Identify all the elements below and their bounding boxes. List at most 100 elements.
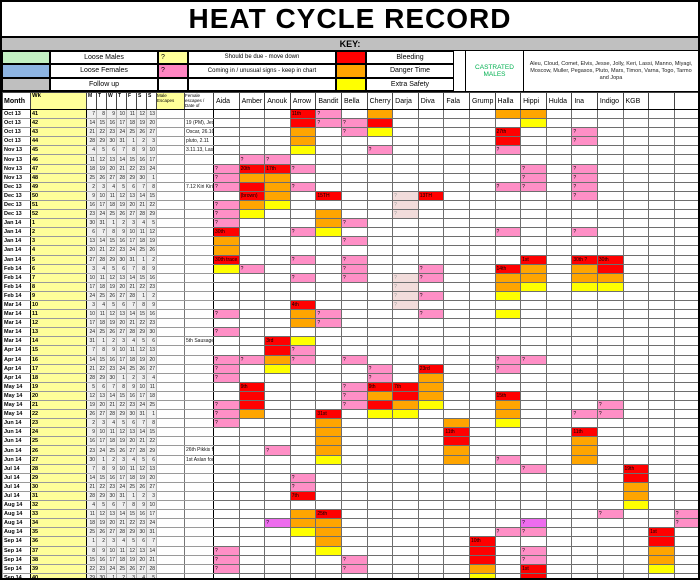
heat-cell-diva-wk9[interactable]: ? xyxy=(417,290,445,301)
day-cell[interactable]: 23 xyxy=(136,163,147,174)
heat-cell-ina-wk3[interactable] xyxy=(571,236,598,247)
day-cell[interactable]: 19 xyxy=(86,399,97,411)
heat-cell-darja-wk33[interactable] xyxy=(392,509,419,520)
week-cell[interactable]: 16 xyxy=(30,354,87,365)
day-cell[interactable]: 7 xyxy=(136,181,147,192)
male-escapes-cell[interactable] xyxy=(156,245,185,256)
heat-cell-aida-wk11[interactable]: ? xyxy=(213,309,240,320)
week-cell[interactable]: 31 xyxy=(30,490,87,502)
heat-cell-halla-wk13[interactable] xyxy=(494,327,522,338)
male-escapes-cell[interactable] xyxy=(156,290,185,301)
heat-cell-hulda-wk8[interactable] xyxy=(545,281,573,292)
day-cell[interactable]: 1 xyxy=(126,490,137,502)
day-cell[interactable]: 13 xyxy=(116,272,127,283)
heat-cell-blank-wk5[interactable] xyxy=(648,254,675,265)
heat-cell-aida-wk19[interactable] xyxy=(213,381,240,392)
week-cell[interactable]: 10 xyxy=(30,299,87,311)
day-cell[interactable]: 7 xyxy=(136,418,147,429)
heat-cell-cherry-wk42[interactable] xyxy=(366,118,394,129)
female-escapes-cell[interactable] xyxy=(184,418,214,429)
male-escapes-cell[interactable] xyxy=(156,281,185,292)
day-cell[interactable]: 7 xyxy=(86,108,97,120)
day-cell[interactable]: 14 xyxy=(86,472,97,483)
heat-cell-ina-wk24[interactable]: 11th xyxy=(571,427,598,438)
heat-cell-kgb-wk26[interactable] xyxy=(622,445,650,456)
heat-cell-hulda-wk43[interactable] xyxy=(545,127,573,138)
heat-cell-ina-wk39[interactable] xyxy=(571,563,598,574)
heat-cell-bandit-wk39[interactable] xyxy=(315,563,342,574)
heat-cell-anouk-wk6[interactable] xyxy=(264,263,291,274)
heat-cell-halla-wk32[interactable] xyxy=(494,500,522,511)
day-cell[interactable]: 27 xyxy=(106,527,117,538)
heat-cell-indigo-wk33[interactable]: ? xyxy=(596,509,624,520)
day-cell[interactable]: 25 xyxy=(106,209,117,220)
heat-cell-halla-wk5[interactable] xyxy=(494,254,522,265)
month-cell[interactable]: Jun 14 xyxy=(2,445,31,456)
heat-cell-hippi-wk15[interactable] xyxy=(520,345,547,356)
heat-cell-blank-wk7[interactable] xyxy=(648,272,675,283)
heat-cell-arrow-wk41[interactable]: 11th xyxy=(289,108,317,120)
day-cell[interactable]: 27 xyxy=(96,409,107,420)
heat-cell-blank-wk2[interactable] xyxy=(648,227,675,238)
day-cell[interactable]: 11 xyxy=(96,309,107,320)
heat-cell-blank-wk24[interactable] xyxy=(673,427,698,438)
heat-cell-ina-wk33[interactable] xyxy=(571,509,598,520)
heat-cell-bandit-wk35[interactable] xyxy=(315,527,342,538)
day-cell[interactable]: 2 xyxy=(136,136,147,147)
heat-cell-hippi-wk11[interactable] xyxy=(520,309,547,320)
day-cell[interactable]: 11 xyxy=(106,190,117,201)
heat-cell-cherry-wk23[interactable] xyxy=(366,418,394,429)
heat-cell-amber-wk50[interactable]: (brown) xyxy=(238,190,266,201)
heat-cell-blank-wk52[interactable] xyxy=(673,209,698,220)
heat-cell-aida-wk40[interactable] xyxy=(213,572,240,578)
heat-cell-anouk-wk44[interactable] xyxy=(264,136,291,147)
heat-cell-darja-wk41[interactable] xyxy=(392,108,419,120)
heat-cell-ina-wk6[interactable] xyxy=(571,263,598,274)
day-cell[interactable]: 30 xyxy=(116,254,127,265)
heat-cell-blank-wk31[interactable] xyxy=(673,490,698,502)
heat-cell-darja-wk48[interactable] xyxy=(392,172,419,183)
heat-cell-kgb-wk8[interactable] xyxy=(622,281,650,292)
day-cell[interactable]: 31 xyxy=(96,218,107,229)
heat-cell-blank-wk18[interactable] xyxy=(673,372,698,383)
day-cell[interactable]: 6 xyxy=(126,181,137,192)
heat-cell-aida-wk52[interactable]: ? xyxy=(213,209,240,220)
heat-cell-diva-wk40[interactable] xyxy=(417,572,445,578)
heat-cell-anouk-wk33[interactable] xyxy=(264,509,291,520)
heat-cell-bella-wk43[interactable]: ? xyxy=(340,127,368,138)
day-cell[interactable]: 12 xyxy=(136,345,147,356)
week-cell[interactable]: 48 xyxy=(30,172,87,183)
heat-cell-amber-wk17[interactable] xyxy=(238,363,266,374)
day-cell[interactable]: 8 xyxy=(86,545,97,556)
heat-cell-anouk-wk31[interactable] xyxy=(264,490,291,502)
heat-cell-cherry-wk24[interactable] xyxy=(366,427,394,438)
heat-cell-ina-wk44[interactable]: ? xyxy=(571,136,598,147)
heat-cell-amber-wk47[interactable]: 20th xyxy=(238,163,266,174)
day-cell[interactable]: 6 xyxy=(86,227,97,238)
day-cell[interactable]: 4 xyxy=(96,263,107,274)
female-escapes-cell[interactable] xyxy=(184,509,214,520)
heat-cell-fala-wk4[interactable] xyxy=(443,245,470,256)
week-cell[interactable]: 24 xyxy=(30,427,87,438)
heat-cell-aida-wk15[interactable] xyxy=(213,345,240,356)
heat-cell-anouk-wk51[interactable] xyxy=(264,199,291,211)
day-cell[interactable]: 8 xyxy=(96,108,107,120)
heat-cell-bandit-wk18[interactable] xyxy=(315,372,342,383)
day-cell[interactable]: 25 xyxy=(96,327,107,338)
heat-cell-aida-wk37[interactable]: ? xyxy=(213,545,240,556)
heat-cell-bella-wk21[interactable]: ? xyxy=(340,399,368,411)
heat-cell-arrow-wk44[interactable] xyxy=(289,136,317,147)
day-cell[interactable]: 16 xyxy=(146,309,157,320)
heat-cell-halla-wk26[interactable] xyxy=(494,445,522,456)
heat-cell-arrow-wk12[interactable] xyxy=(289,318,317,329)
day-cell[interactable]: 9 xyxy=(96,545,107,556)
heat-cell-amber-wk30[interactable] xyxy=(238,481,266,492)
week-cell[interactable]: 40 xyxy=(30,572,87,578)
heat-cell-hulda-wk48[interactable] xyxy=(545,172,573,183)
day-cell[interactable]: 13 xyxy=(146,108,157,120)
day-cell[interactable]: 24 xyxy=(136,399,147,411)
heat-cell-amber-wk10[interactable] xyxy=(238,299,266,311)
heat-cell-kgb-wk38[interactable] xyxy=(622,554,650,565)
heat-cell-blank-wk11[interactable] xyxy=(673,309,698,320)
female-escapes-cell[interactable] xyxy=(184,354,214,365)
